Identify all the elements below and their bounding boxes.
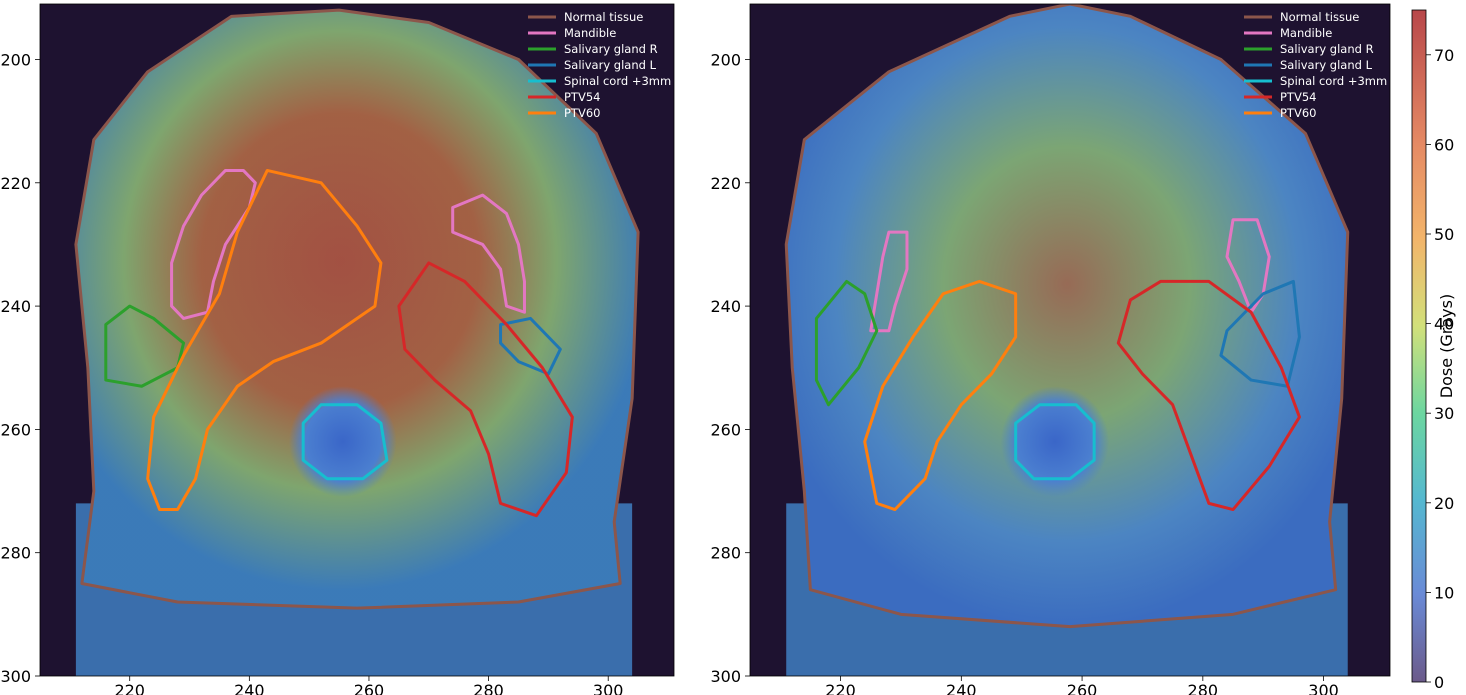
legend: Normal tissue Mandible Salivary gland R Sal… [1244,10,1387,120]
legend-label: PTV54 [564,90,600,104]
legend-label: Salivary gland L [1280,58,1373,72]
y-tick-label: 240 [0,297,31,316]
contour-ptv54 [397,261,574,518]
y-tick-label: 200 [710,50,741,69]
legend-label: PTV60 [1280,106,1316,120]
colorbar-tick-label: 60 [1434,135,1454,154]
x-tick-label: 260 [1067,681,1098,695]
legend-label: Normal tissue [564,10,643,24]
contour-mandible [1225,218,1271,314]
legend-label: Salivary gland R [1280,42,1374,56]
x-tick-label: 240 [946,681,977,695]
legend-label: Normal tissue [1280,10,1359,24]
contour-normal-tissue [74,8,640,610]
colorbar-tick-label: 20 [1434,494,1454,513]
contour-salivary-gland-l [499,316,562,376]
contour-mandible [451,193,526,314]
axes-frame [749,3,1391,677]
axes-frame [39,3,675,677]
dose-panel-2: 220 240 260 280 300 200 220 240 260 280 300 Normal … [710,3,1391,695]
y-tick-label: 240 [710,297,741,316]
contour-salivary-gland-l [1219,279,1301,388]
contour-ptv60 [146,168,383,512]
colorbar-tick-label: 40 [1434,315,1454,334]
dose-panel-1: 220 240 260 280 300 200 220 240 260 280 300 Normal … [0,3,675,695]
spinal-cord-low-dose [288,386,397,498]
y-tick-label: 260 [0,420,31,439]
colorbar-tick-label: 0 [1434,673,1444,692]
legend-label: Spinal cord +3mm [1280,74,1387,88]
x-tick-label: 280 [1188,681,1219,695]
x-tick-label: 280 [473,681,504,695]
legend: Normal tissue Mandible Salivary gland R Sal… [528,10,671,120]
x-tick-label: 220 [114,681,145,695]
colorbar-gradient [1411,9,1427,683]
dose-distribution [75,10,639,609]
colorbar-tick-label: 70 [1434,46,1454,65]
legend-label: Salivary gland L [564,58,657,72]
y-tick-label: 280 [710,544,741,563]
contour-mandible [869,230,909,333]
y-tick-label: 200 [0,50,31,69]
x-tick-label: 260 [354,681,385,695]
legend-label: Spinal cord +3mm [564,74,671,88]
legend-label: PTV54 [1280,90,1316,104]
contour-ptv54 [1116,279,1301,512]
x-tick-label: 220 [825,681,856,695]
x-tick-label: 240 [234,681,265,695]
y-tick-label: 220 [0,174,31,193]
contour-spinal-cord-3mm [1014,403,1096,481]
contour-spinal-cord-3mm [301,403,389,481]
legend-label: Salivary gland R [564,42,658,56]
legend-label: Mandible [1280,26,1332,40]
contour-normal-tissue [784,4,1350,629]
colorbar-tick-label: 30 [1434,404,1454,423]
colorbar: 0 10 20 30 40 50 60 70 Dose (Grays) [1411,9,1456,692]
x-tick-label: 300 [593,681,624,695]
contour-salivary-gland-r [814,279,879,407]
y-tick-label: 300 [710,667,741,686]
y-tick-label: 260 [710,420,741,439]
y-tick-label: 280 [0,544,31,563]
contour-ptv60 [863,279,1018,512]
legend-label: PTV60 [564,106,600,120]
legend-label: Mandible [564,26,616,40]
contour-salivary-gland-r [104,304,186,388]
y-tick-label: 220 [710,174,741,193]
y-tick-label: 300 [0,667,31,686]
x-tick-label: 300 [1308,681,1339,695]
colorbar-tick-label: 10 [1434,583,1454,602]
colorbar-tick-label: 50 [1434,225,1454,244]
colorbar-label: Dose (Grays) [1437,294,1456,398]
